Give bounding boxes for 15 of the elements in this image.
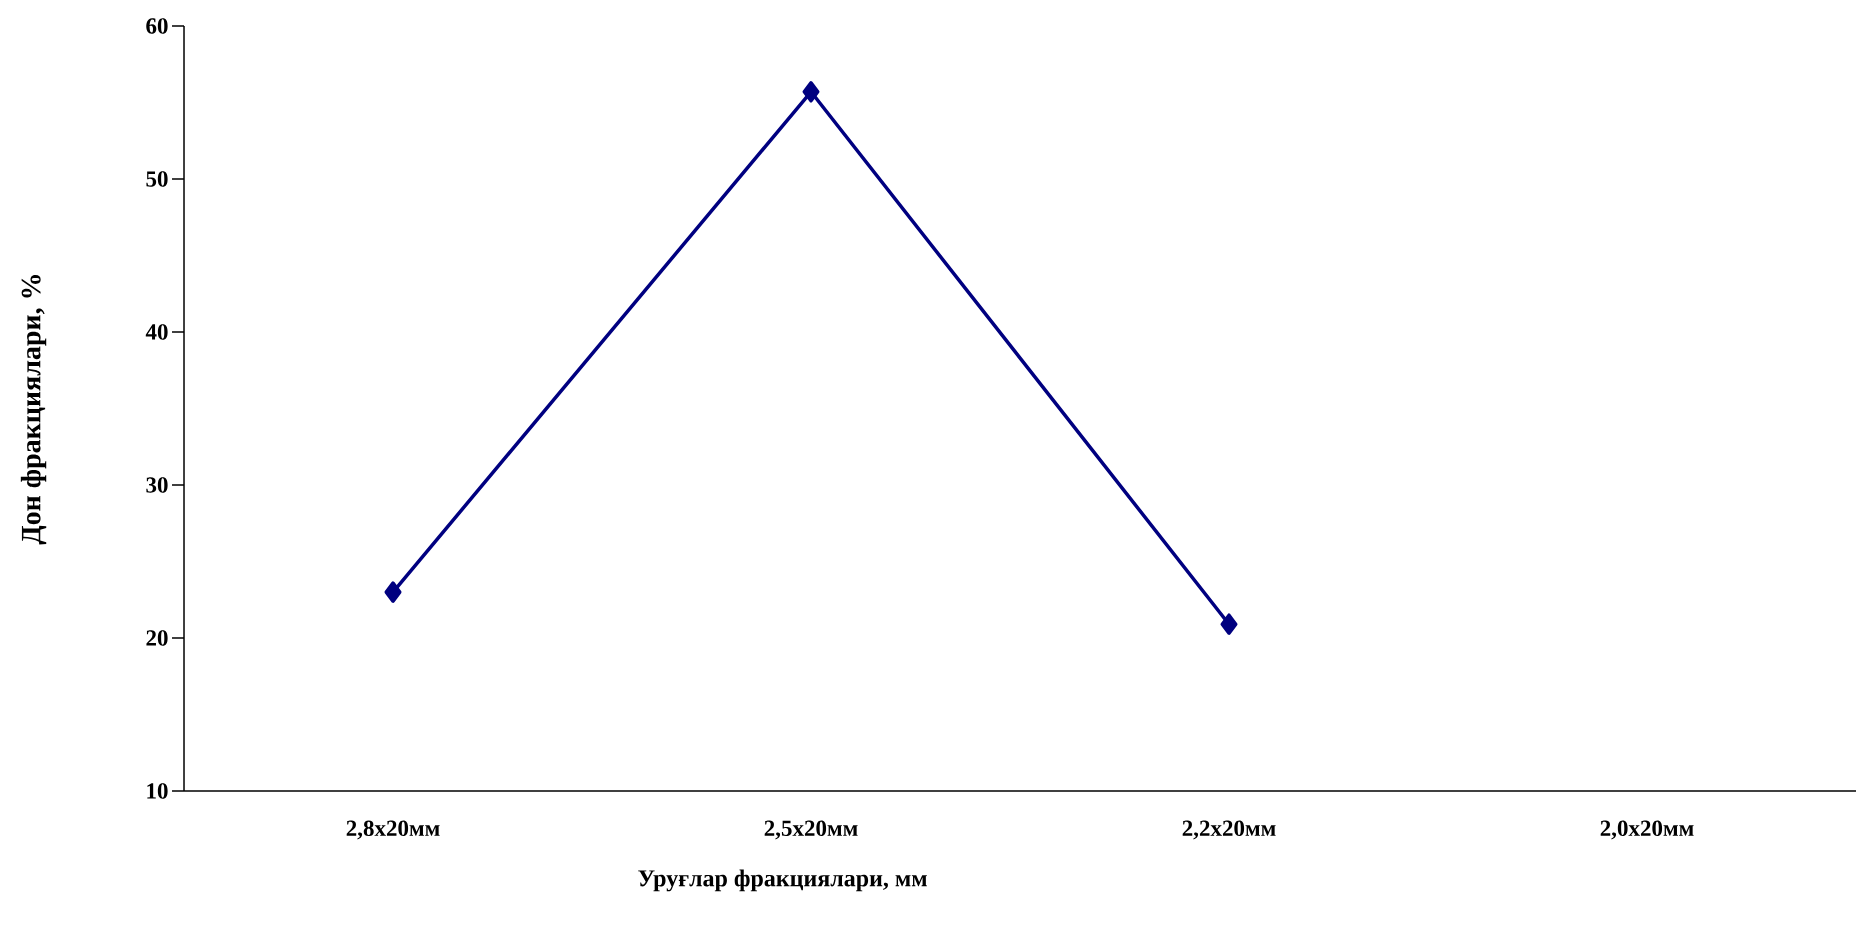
point <box>1220 613 1238 635</box>
y-tick-label: 20 <box>146 630 168 646</box>
x-tick-label: 2,8x20мм <box>346 820 440 840</box>
x-tick-label: 2,5x20мм <box>764 820 858 840</box>
x-axis-title: Уруғлар фракциялари, мм <box>638 869 927 892</box>
y-tick-label: 30 <box>146 477 168 493</box>
point <box>802 81 820 103</box>
y-tick-label: 10 <box>147 783 168 799</box>
x-tick-label: 2,0x20мм <box>1600 820 1694 840</box>
x-tick-label: 2,2x20мм <box>1182 820 1276 840</box>
y-axis-title: Дон фракциялари, % <box>20 275 47 545</box>
y-tick-label: 50 <box>146 171 168 187</box>
point <box>384 581 402 603</box>
y-tick-label: 40 <box>145 324 168 340</box>
y-tick-label: 60 <box>146 18 168 34</box>
